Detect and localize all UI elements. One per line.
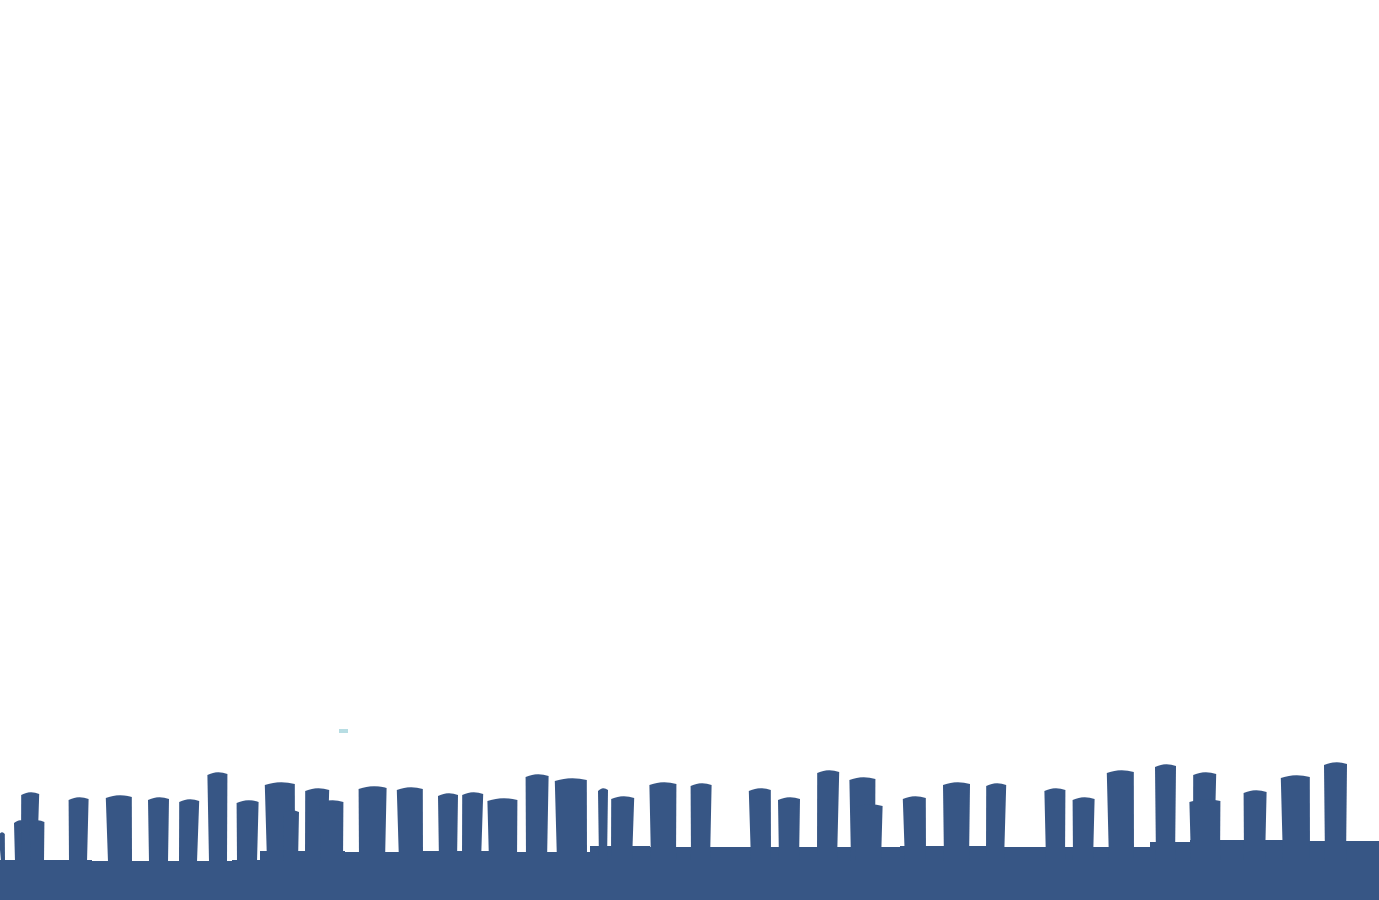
ground-pillar [902,796,926,862]
ground-pillar [148,797,169,862]
ground-pillar [0,832,5,862]
ground-pillar [462,792,484,862]
ground-pillar [649,782,677,862]
ground-pillar [1243,790,1267,862]
ground-pillar [1106,770,1134,862]
floating-particle [339,729,348,733]
ground-pillar [525,774,549,862]
ground-pillar [1044,788,1066,862]
ground-base [0,840,1379,900]
ground-pillar [611,796,635,862]
ground-pillar [943,782,970,862]
ground-pillar [1189,799,1221,862]
ground-pillar [817,770,840,862]
ground-pillar [319,800,344,862]
ground-pillar [986,783,1007,862]
ground-pillar [487,798,518,862]
ground-pillar [855,804,883,862]
ground-pillar [690,783,712,862]
ground-terrain [0,762,1379,900]
ground-pillar [236,800,259,862]
ground-pillar [68,797,89,862]
ground-pillar [207,772,228,862]
ground-pillar [1324,762,1347,862]
ground-pillar [778,797,800,862]
ground-pillar [1072,797,1095,862]
ground-pillar [29,820,45,862]
ground-pillar [1280,775,1310,862]
ground-pillar [554,778,587,862]
ground-pillar [358,786,387,862]
ground-pillar [438,793,458,862]
ground-pillar [1155,764,1176,862]
ground-pillar [598,788,608,862]
ground-pillar [396,787,423,862]
ground-pillar [748,788,771,862]
ground-pillar [105,795,132,862]
ground-pillar [283,810,299,862]
ground-pillar [179,799,200,862]
